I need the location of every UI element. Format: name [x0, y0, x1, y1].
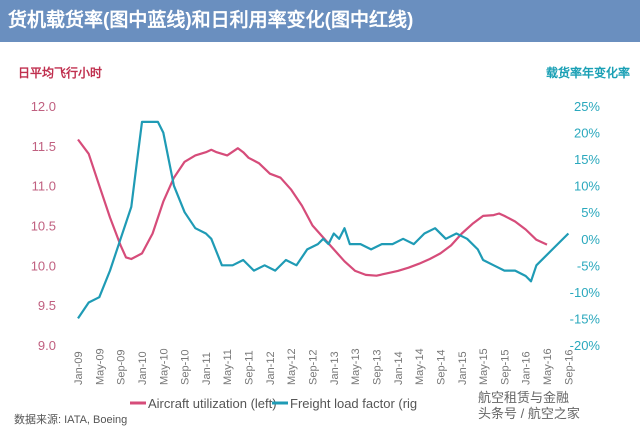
x-tick-label: Sep-16	[563, 350, 575, 385]
chart-title: 货机载货率(图中蓝线)和日利用率变化(图中红线)	[0, 0, 640, 42]
x-tick-label: Jan-12	[265, 351, 277, 385]
x-tick-label: Jan-14	[393, 351, 405, 385]
x-tick-label: May-15	[478, 348, 490, 385]
legend-label: Freight load factor (rig	[290, 396, 417, 411]
left-tick-label: 9.0	[38, 338, 56, 353]
x-tick-label: Sep-15	[499, 350, 511, 385]
x-tick-label: May-13	[350, 348, 362, 385]
watermark: 航空租赁与金融 头条号 / 航空之家	[478, 390, 580, 422]
right-tick-label: 25%	[574, 99, 600, 114]
x-tick-label: Sep-14	[435, 350, 447, 385]
left-tick-label: 10.5	[31, 219, 56, 234]
utilization-line	[77, 138, 548, 277]
x-tick-label: Jan-11	[201, 352, 213, 385]
right-tick-label: 5%	[581, 205, 600, 220]
right-tick-label: -20%	[570, 338, 601, 353]
left-tick-label: 10.0	[31, 258, 56, 273]
right-tick-label: 15%	[574, 152, 600, 167]
left-tick-label: 11.5	[32, 139, 56, 154]
x-tick-label: May-10	[158, 348, 170, 385]
watermark-line: 头条号 / 航空之家	[478, 406, 580, 421]
x-tick-label: May-14	[414, 348, 426, 385]
right-tick-label: 20%	[574, 126, 600, 141]
freight-line	[77, 120, 570, 320]
right-tick-label: 10%	[574, 179, 600, 194]
right-tick-label: 0%	[581, 232, 600, 247]
left-tick-label: 11.0	[32, 179, 56, 194]
watermark-line: 航空租赁与金融	[478, 390, 570, 405]
right-tick-label: -5%	[577, 258, 601, 273]
x-tick-label: Sep-12	[308, 350, 320, 385]
right-tick-label: -15%	[570, 311, 601, 326]
x-tick-label: May-11	[222, 349, 234, 385]
x-tick-label: Jan-13	[329, 351, 341, 385]
x-tick-label: Sep-11	[244, 350, 256, 385]
x-tick-label: Sep-13	[371, 350, 383, 385]
x-tick-label: Sep-09	[116, 350, 128, 385]
source-note: 数据来源: IATA, Boeing	[14, 414, 128, 426]
legend-label: Aircraft utilization (left)	[148, 396, 277, 411]
right-tick-label: -10%	[570, 285, 601, 300]
x-tick-label: Jan-10	[137, 351, 149, 385]
x-tick-label: May-12	[286, 348, 298, 385]
x-tick-label: May-16	[542, 348, 554, 385]
x-tick-label: Jan-15	[457, 351, 469, 385]
x-tick-label: Jan-09	[73, 351, 85, 385]
x-tick-label: May-09	[94, 348, 106, 385]
x-tick-label: Sep-10	[180, 350, 192, 385]
left-axis-label: 日平均飞行小时	[18, 66, 103, 80]
left-tick-label: 12.0	[31, 99, 56, 114]
right-axis-label: 载货率年变化率	[545, 66, 630, 80]
left-tick-label: 9.5	[38, 298, 56, 313]
x-tick-label: Jan-16	[521, 351, 533, 385]
